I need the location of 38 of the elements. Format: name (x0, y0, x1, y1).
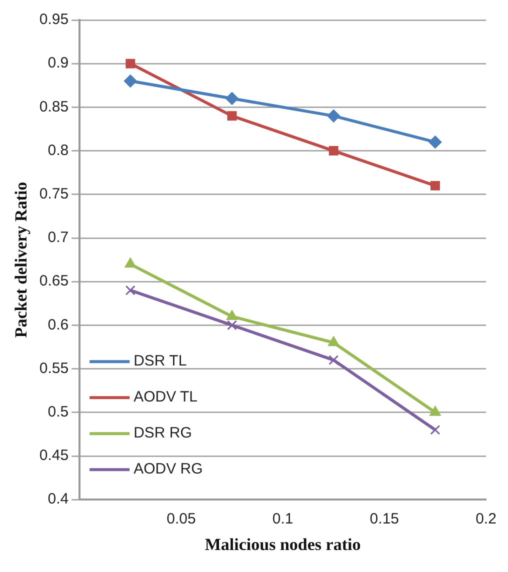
x-tick-label: 0.05 (166, 510, 196, 528)
point (227, 320, 237, 330)
point (225, 92, 238, 105)
point (328, 355, 339, 366)
x-tick-label: 0.1 (272, 510, 294, 528)
x-tick-label: 0.2 (476, 510, 496, 528)
point (430, 406, 441, 416)
y-tick-label: 0.65 (39, 272, 69, 290)
y-tick-label: 0.85 (39, 98, 69, 116)
y-tick-label: 0.95 (39, 11, 69, 28)
y-tick-label: 0.45 (39, 447, 69, 464)
legend-label: AODV RG (134, 460, 203, 478)
y-tick-label: 0.4 (48, 490, 69, 508)
y-axis-title: Packet delivery Ratio (12, 182, 31, 338)
point (428, 136, 442, 149)
point (328, 146, 338, 156)
legend-label: DSR TL (134, 352, 187, 370)
point (124, 258, 136, 268)
x-tick-label: 0.15 (370, 510, 399, 528)
y-tick-label: 0.55 (39, 360, 69, 377)
legend-label: DSR RG (134, 424, 192, 442)
point (124, 74, 137, 88)
y-tick-label: 0.75 (39, 186, 69, 203)
legend-label: AODV TL (134, 388, 198, 406)
point (226, 310, 238, 320)
point (227, 111, 237, 121)
y-tick-label: 0.8 (48, 142, 69, 159)
point (430, 424, 440, 435)
point (430, 180, 440, 190)
y-tick-label: 0.5 (48, 404, 69, 421)
y-tick-label: 0.9 (48, 54, 69, 72)
point (126, 58, 136, 68)
point (125, 285, 136, 296)
y-tick-label: 0.7 (48, 229, 69, 246)
point (327, 109, 340, 122)
x-axis-title: Malicious nodes ratio (204, 535, 361, 554)
point (328, 336, 340, 346)
y-tick-label: 0.6 (48, 316, 69, 334)
